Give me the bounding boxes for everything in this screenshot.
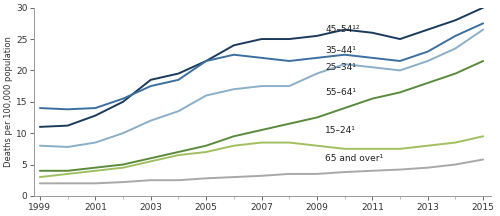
Text: 65 and over¹: 65 and over¹ [325, 154, 384, 163]
Text: 35–44¹: 35–44¹ [325, 46, 356, 55]
Y-axis label: Deaths per 100,000 population: Deaths per 100,000 population [4, 36, 13, 167]
Text: 15–24¹: 15–24¹ [325, 125, 356, 135]
Text: 25–34¹: 25–34¹ [325, 63, 356, 72]
Text: 45–54¹²: 45–54¹² [325, 25, 360, 34]
Text: 55–64¹: 55–64¹ [325, 88, 356, 97]
